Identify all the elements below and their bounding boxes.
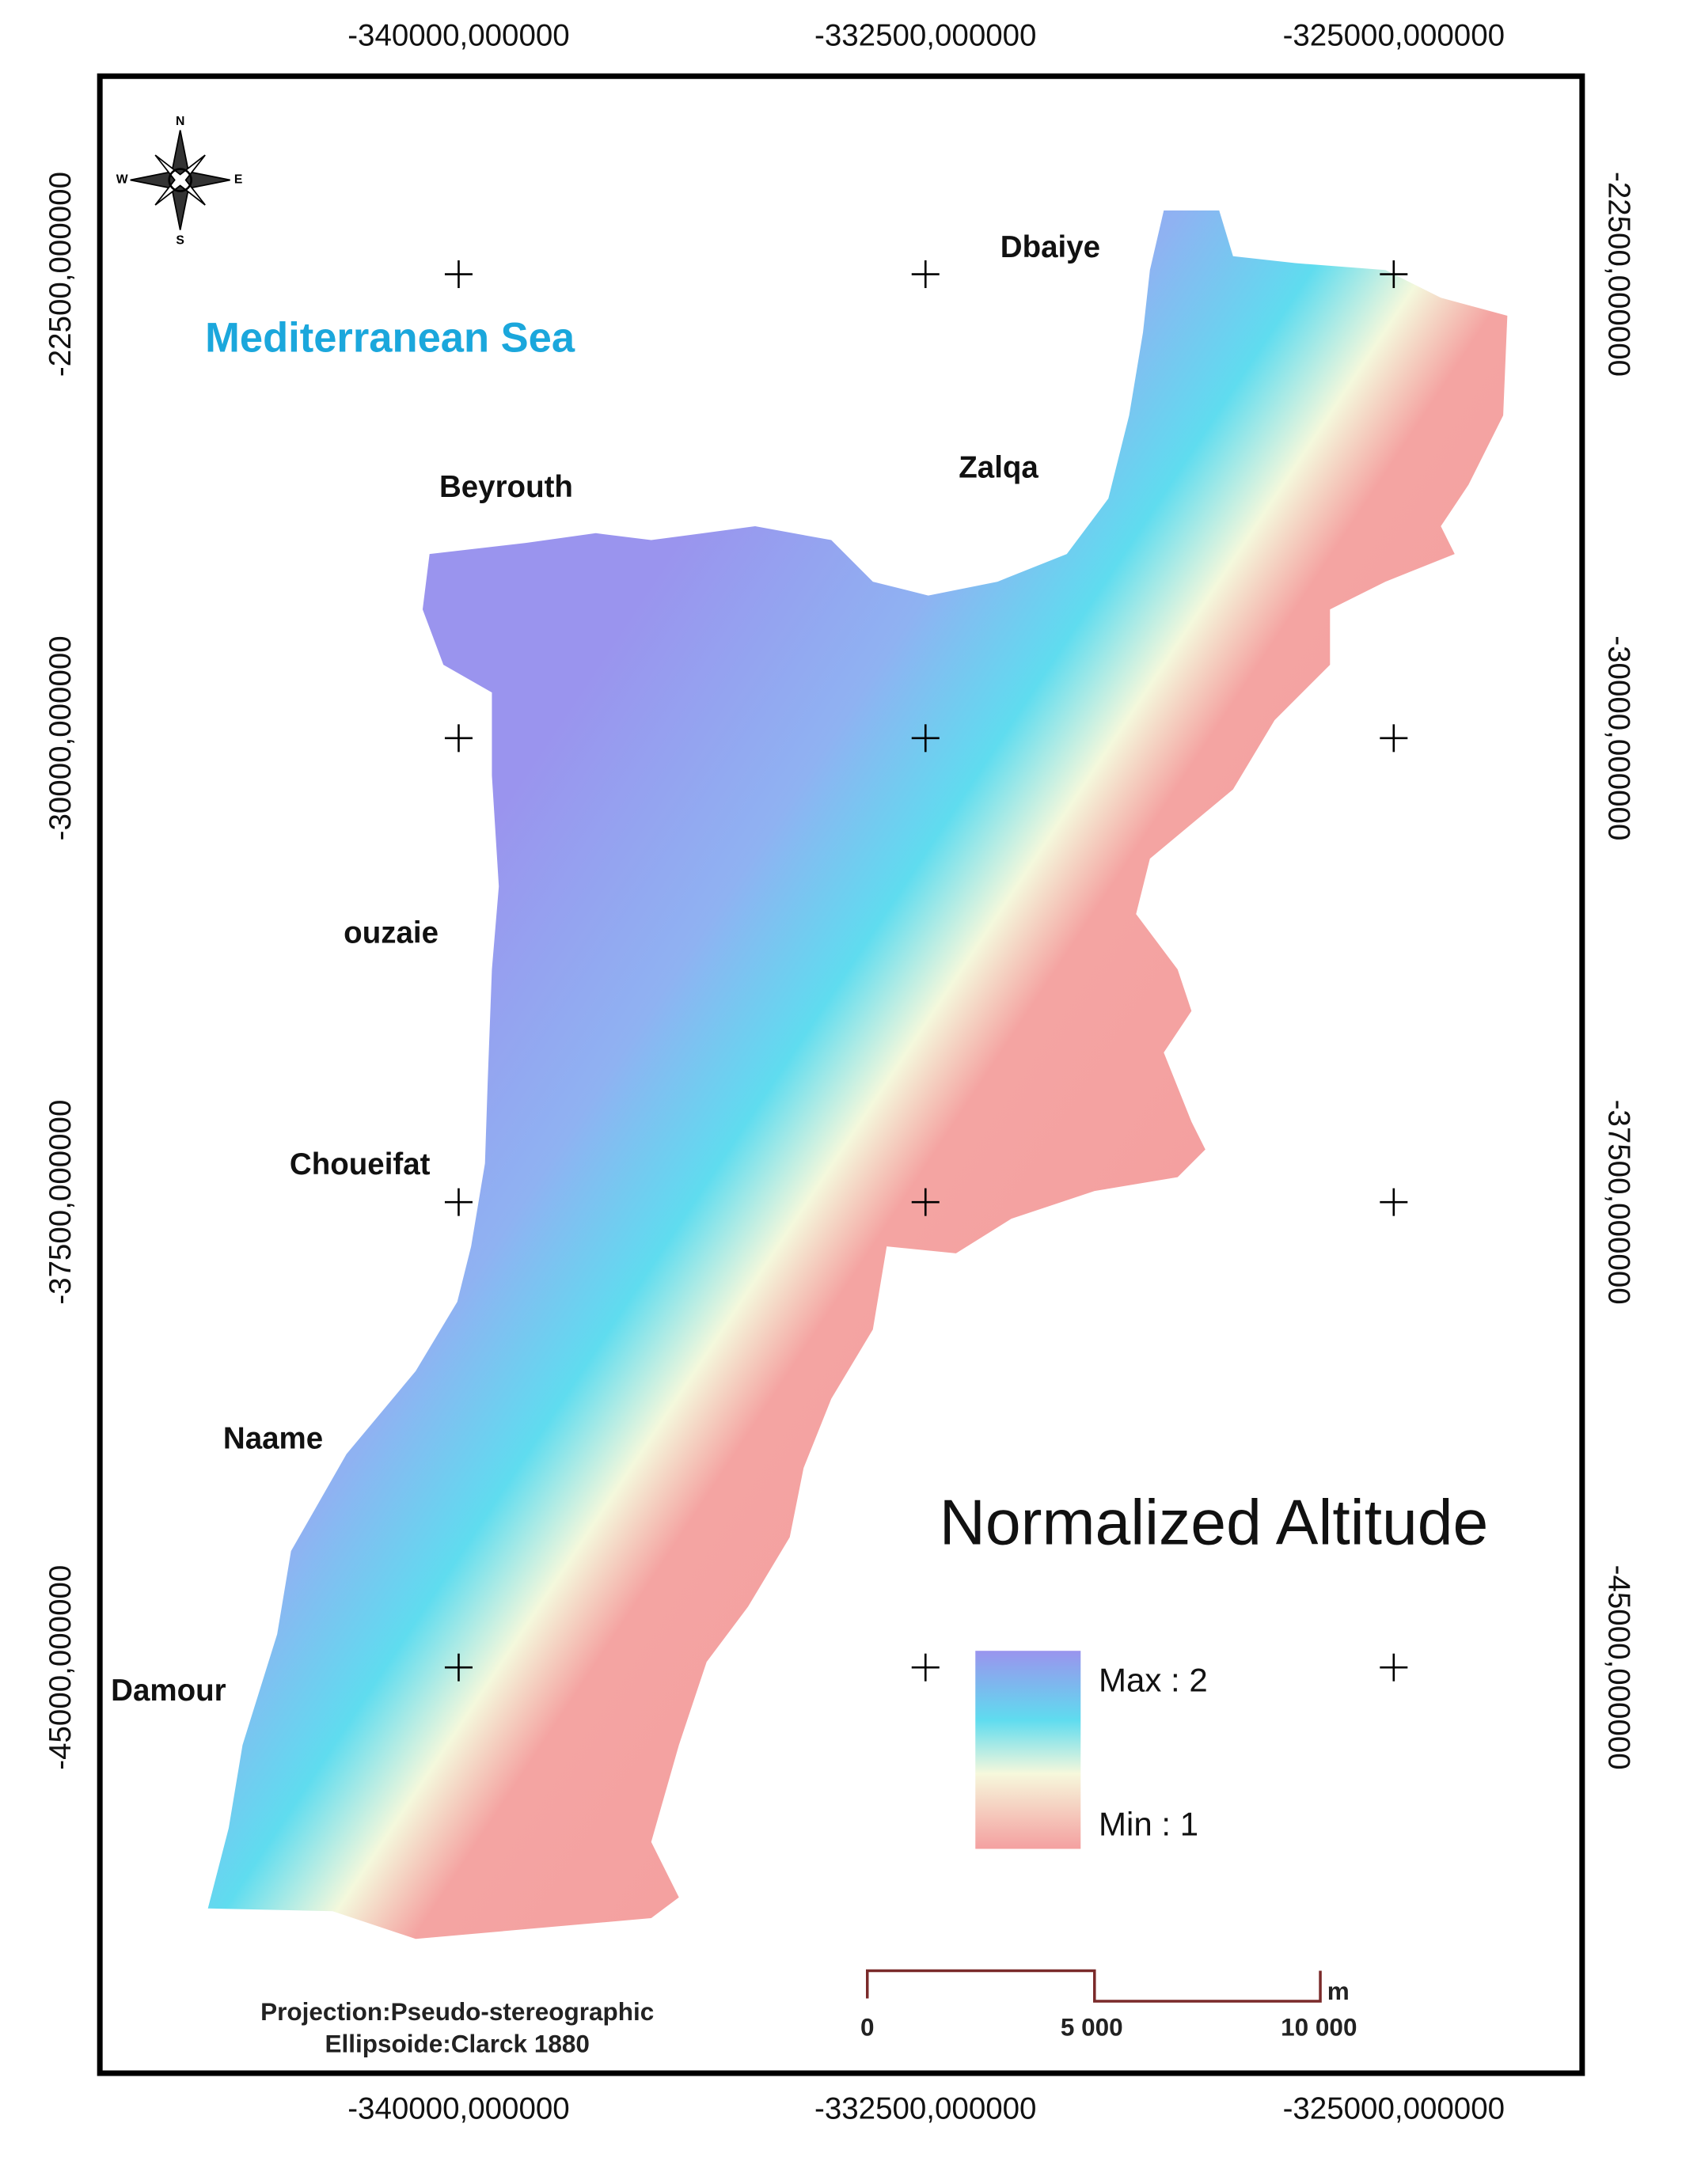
place-label: Choueifat bbox=[290, 1147, 431, 1181]
x-coord-label: -332500,000000 bbox=[814, 18, 1036, 52]
place-label: Damour bbox=[111, 1674, 226, 1708]
place-label: Zalqa bbox=[959, 450, 1038, 484]
x-coord-label: -325000,000000 bbox=[1283, 2091, 1505, 2125]
place-label: Beyrouth bbox=[439, 470, 573, 504]
x-coord-label: -340000,000000 bbox=[347, 2091, 569, 2125]
legend-max: Max : 2 bbox=[1099, 1662, 1208, 1699]
legend-title: Normalized Altitude bbox=[940, 1488, 1489, 1559]
x-coord-label: -325000,000000 bbox=[1283, 18, 1505, 52]
scale-bar bbox=[866, 1969, 1322, 2003]
place-label: ouzaie bbox=[344, 916, 439, 950]
land-area bbox=[207, 210, 1508, 1939]
y-coord-label: -37500,000000 bbox=[44, 1100, 78, 1305]
x-coord-label: -340000,000000 bbox=[347, 18, 569, 52]
grid-crosses bbox=[444, 260, 1408, 1682]
place-label: Dbaiye bbox=[1000, 230, 1100, 264]
compass-e: E bbox=[234, 173, 243, 187]
scale-unit: m bbox=[1327, 1977, 1350, 2005]
place-label: Naame bbox=[223, 1421, 323, 1455]
compass-w: W bbox=[116, 173, 128, 187]
ellipsoid-note: Ellipsoide:Clarck 1880 bbox=[325, 2029, 589, 2057]
y-coord-label: -30000,000000 bbox=[44, 635, 78, 840]
legend-ramp bbox=[975, 1651, 1081, 1849]
y-coord-label: -45000,000000 bbox=[44, 1565, 78, 1770]
legend-min: Min : 1 bbox=[1099, 1806, 1198, 1843]
scale-label: 0 bbox=[860, 2012, 875, 2041]
y-coord-label: -30000,000000 bbox=[1601, 635, 1635, 840]
y-coord-label: -37500,000000 bbox=[1601, 1100, 1635, 1305]
compass-s: S bbox=[176, 234, 184, 248]
compass: N S W E bbox=[116, 115, 243, 248]
sea-label: Mediterranean Sea bbox=[205, 314, 575, 361]
compass-n: N bbox=[176, 115, 184, 128]
y-coord-label: -45000,000000 bbox=[1601, 1565, 1635, 1770]
scale-label: 5 000 bbox=[1061, 2012, 1123, 2041]
y-coord-label: -22500,000000 bbox=[1601, 172, 1635, 377]
scale-label: 10 000 bbox=[1281, 2012, 1357, 2041]
x-coord-label: -332500,000000 bbox=[814, 2091, 1036, 2125]
y-coord-label: -22500,000000 bbox=[44, 172, 78, 377]
projection-note: Projection:Pseudo-stereographic bbox=[260, 1997, 654, 2026]
